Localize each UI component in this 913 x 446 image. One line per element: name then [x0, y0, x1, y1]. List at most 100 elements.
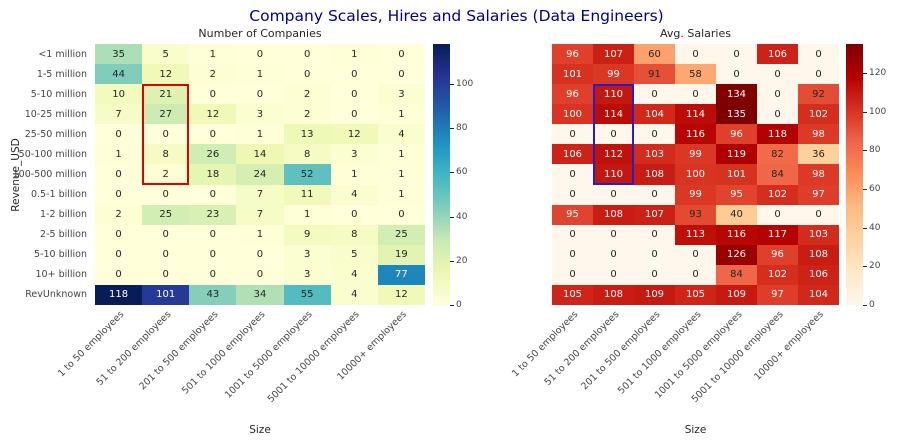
heatmap-cell: 105	[552, 284, 593, 305]
heatmap-cell: 82	[757, 144, 798, 165]
heatmap-cell: 0	[330, 84, 378, 105]
heatmap-cell: 102	[757, 184, 798, 205]
heatmap-cell: 0	[142, 264, 190, 285]
heatmap-cell: 134	[716, 84, 757, 105]
heatmap-number-of-companies: 35 5 1 0 0 1 0 44 12 2 1 0 0 0 10 21 0 0 2 0 3 7 27 12 3 2 0 1 0 0 0 1 1…	[95, 44, 425, 305]
heatmap-cell: 0	[675, 44, 716, 65]
y-tick-label: 100-500 million	[12, 169, 87, 180]
heatmap-cell: 0	[593, 244, 634, 265]
heatmap-cell: 99	[675, 184, 716, 205]
heatmap-cell: 110	[593, 164, 634, 185]
heatmap-cell: 107	[593, 44, 634, 65]
heatmap-cell: 0	[798, 204, 839, 225]
heatmap-cell: 104	[798, 284, 839, 305]
heatmap-cell: 19	[377, 244, 425, 265]
heatmap-cell: 118	[95, 284, 143, 305]
colorbar-tick	[863, 305, 867, 306]
x-tick-labels-companies: 1 to 50 employees 51 to 200 employees 201 …	[56, 306, 425, 418]
heatmap-cell: 0	[377, 64, 425, 85]
heatmap-cell: 3	[283, 244, 331, 265]
heatmap-cell: 0	[634, 264, 675, 285]
heatmap-cell: 95	[716, 184, 757, 205]
heatmap-cell: 0	[675, 244, 716, 265]
colorbar-tick	[863, 150, 867, 152]
heatmap-cell: 0	[189, 244, 237, 265]
heatmap-cell: 0	[283, 64, 331, 85]
x-tick-label: 201 to 500 employees	[579, 309, 663, 393]
heatmap-cell: 0	[142, 224, 190, 245]
heatmap-cell: 114	[593, 104, 634, 125]
heatmap-cell: 7	[95, 104, 143, 125]
heatmap-cell: 100	[552, 104, 593, 125]
heatmap-cell: 92	[798, 84, 839, 105]
heatmap-cell: 1	[377, 104, 425, 125]
heatmap-cell: 1	[283, 204, 331, 225]
heatmap-cell: 0	[552, 244, 593, 265]
heatmap-cell: 0	[189, 224, 237, 245]
colorbar-tick-label: 100	[869, 106, 887, 117]
heatmap-cell: 119	[716, 144, 757, 165]
heatmap-cell: 96	[552, 84, 593, 105]
heatmap-cell: 4	[330, 284, 378, 305]
heatmap-cell: 1	[330, 44, 378, 65]
heatmap-cell: 1	[236, 224, 284, 245]
heatmap-cell: 97	[757, 284, 798, 305]
heatmap-cell: 12	[142, 64, 190, 85]
heatmap-cell: 27	[142, 104, 190, 125]
heatmap-cell: 4	[377, 124, 425, 145]
heatmap-cell: 109	[716, 284, 757, 305]
heatmap-cell: 7	[236, 204, 284, 225]
subplot-title-number-of-companies: Number of Companies	[198, 27, 322, 40]
heatmap-cell: 96	[757, 244, 798, 265]
heatmap-cell: 101	[552, 64, 593, 85]
y-tick-label: 10-25 million	[24, 108, 87, 120]
colorbar-tick-label: 100	[456, 78, 474, 89]
x-tick-label: 1001 to 5000 employees	[223, 309, 315, 401]
heatmap-cell: 25	[142, 204, 190, 225]
heatmap-cell: 1	[236, 64, 284, 85]
heatmap-cell: 0	[552, 184, 593, 205]
y-tick-label: 50-100 million	[18, 148, 87, 160]
heatmap-cell: 24	[236, 164, 284, 185]
heatmap-cell: 99	[675, 144, 716, 165]
heatmap-cell: 114	[675, 104, 716, 125]
heatmap-cell: 96	[716, 124, 757, 145]
heatmap-cell: 102	[798, 104, 839, 125]
heatmap-cell: 0	[95, 184, 143, 205]
heatmap-cell: 1	[377, 164, 425, 185]
x-axis-label-companies: Size	[249, 424, 271, 436]
heatmap-cell: 0	[95, 224, 143, 245]
heatmap-cell: 108	[593, 204, 634, 225]
heatmap-cell: 107	[634, 204, 675, 225]
heatmap-cell: 0	[798, 44, 839, 65]
colorbar-gradient	[433, 44, 450, 305]
heatmap-cell: 0	[593, 224, 634, 245]
x-axis-label-salaries: Size	[684, 424, 707, 436]
heatmap-cell: 4	[330, 184, 378, 205]
heatmap-cell: 2	[283, 104, 331, 125]
heatmap-cell: 0	[377, 44, 425, 65]
heatmap-cell: 95	[552, 204, 593, 225]
heatmap-cell: 113	[675, 224, 716, 245]
heatmap-cell: 98	[798, 164, 839, 185]
heatmap-cell: 0	[189, 84, 237, 105]
y-tick-labels: <1 million 1-5 million 5-10 million 10-25 m…	[12, 44, 92, 305]
heatmap-cell: 0	[593, 264, 634, 285]
heatmap-cell: 43	[189, 284, 237, 305]
heatmap-cell: 58	[675, 64, 716, 85]
y-tick-label: 0.5-1 billion	[30, 189, 87, 201]
heatmap-cell: 0	[552, 124, 593, 145]
colorbar-tick-label: 60	[869, 184, 881, 194]
heatmap-cell: 100	[675, 164, 716, 185]
heatmap-cell: 0	[552, 224, 593, 245]
colorbar-tick-label: 0	[869, 300, 875, 310]
heatmap-cell: 0	[142, 124, 190, 145]
heatmap-cell: 3	[236, 104, 284, 125]
heatmap-cell: 101	[716, 164, 757, 185]
heatmap-cell: 99	[593, 64, 634, 85]
heatmap-cell: 106	[798, 264, 839, 285]
colorbar-companies: 0 20 40 60 80 100	[433, 44, 473, 310]
heatmap-cell: 5	[330, 244, 378, 265]
heatmap-cell: 11	[283, 184, 331, 205]
heatmap-cell: 13	[283, 124, 331, 145]
